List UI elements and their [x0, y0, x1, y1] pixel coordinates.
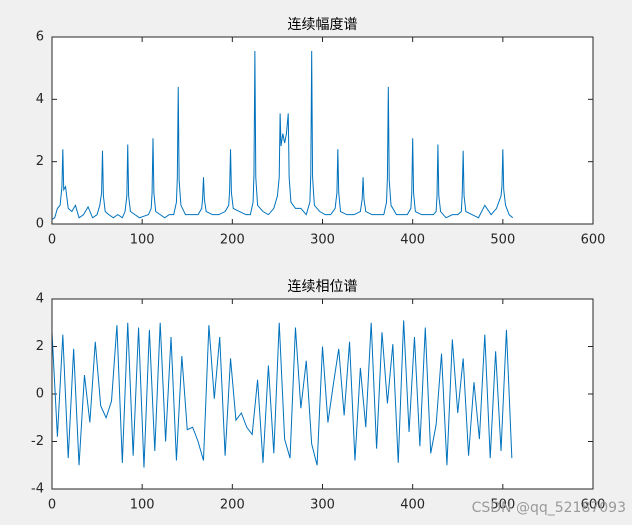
x-tick-label: 200 [220, 498, 245, 513]
y-tick-label: -4 [31, 482, 44, 497]
y-tick-label: 2 [36, 339, 44, 354]
x-tick-label: 600 [581, 233, 606, 248]
x-tick-label: 100 [130, 233, 155, 248]
y-tick-label: -2 [31, 434, 44, 449]
data-line [51, 51, 514, 220]
x-tick-label: 200 [220, 233, 245, 248]
y-tick-label: 0 [36, 217, 44, 232]
axes-background [52, 299, 593, 489]
x-tick-label: 400 [400, 233, 425, 248]
y-tick-label: 0 [36, 387, 44, 402]
y-tick-label: 4 [36, 92, 44, 107]
axes-background [52, 37, 593, 224]
x-tick-label: 500 [490, 498, 515, 513]
watermark: CSDN @qq_52187093 [472, 500, 626, 516]
axes-box [51, 36, 594, 225]
chart-title: 连续幅度谱 [288, 16, 358, 33]
axes-box [51, 298, 594, 490]
data-line [51, 320, 513, 468]
x-tick-label: 500 [490, 233, 515, 248]
y-tick-label: 2 [36, 154, 44, 169]
x-tick-label: 600 [581, 498, 606, 513]
x-tick-label: 100 [130, 498, 155, 513]
y-tick-label: 6 [36, 30, 44, 45]
x-tick-label: 0 [48, 233, 56, 248]
y-tick-label: 4 [36, 292, 44, 307]
x-tick-label: 0 [48, 498, 56, 513]
x-tick-label: 300 [310, 498, 335, 513]
x-tick-label: 400 [400, 498, 425, 513]
chart-title: 连续相位谱 [288, 278, 358, 295]
x-tick-label: 300 [310, 233, 335, 248]
